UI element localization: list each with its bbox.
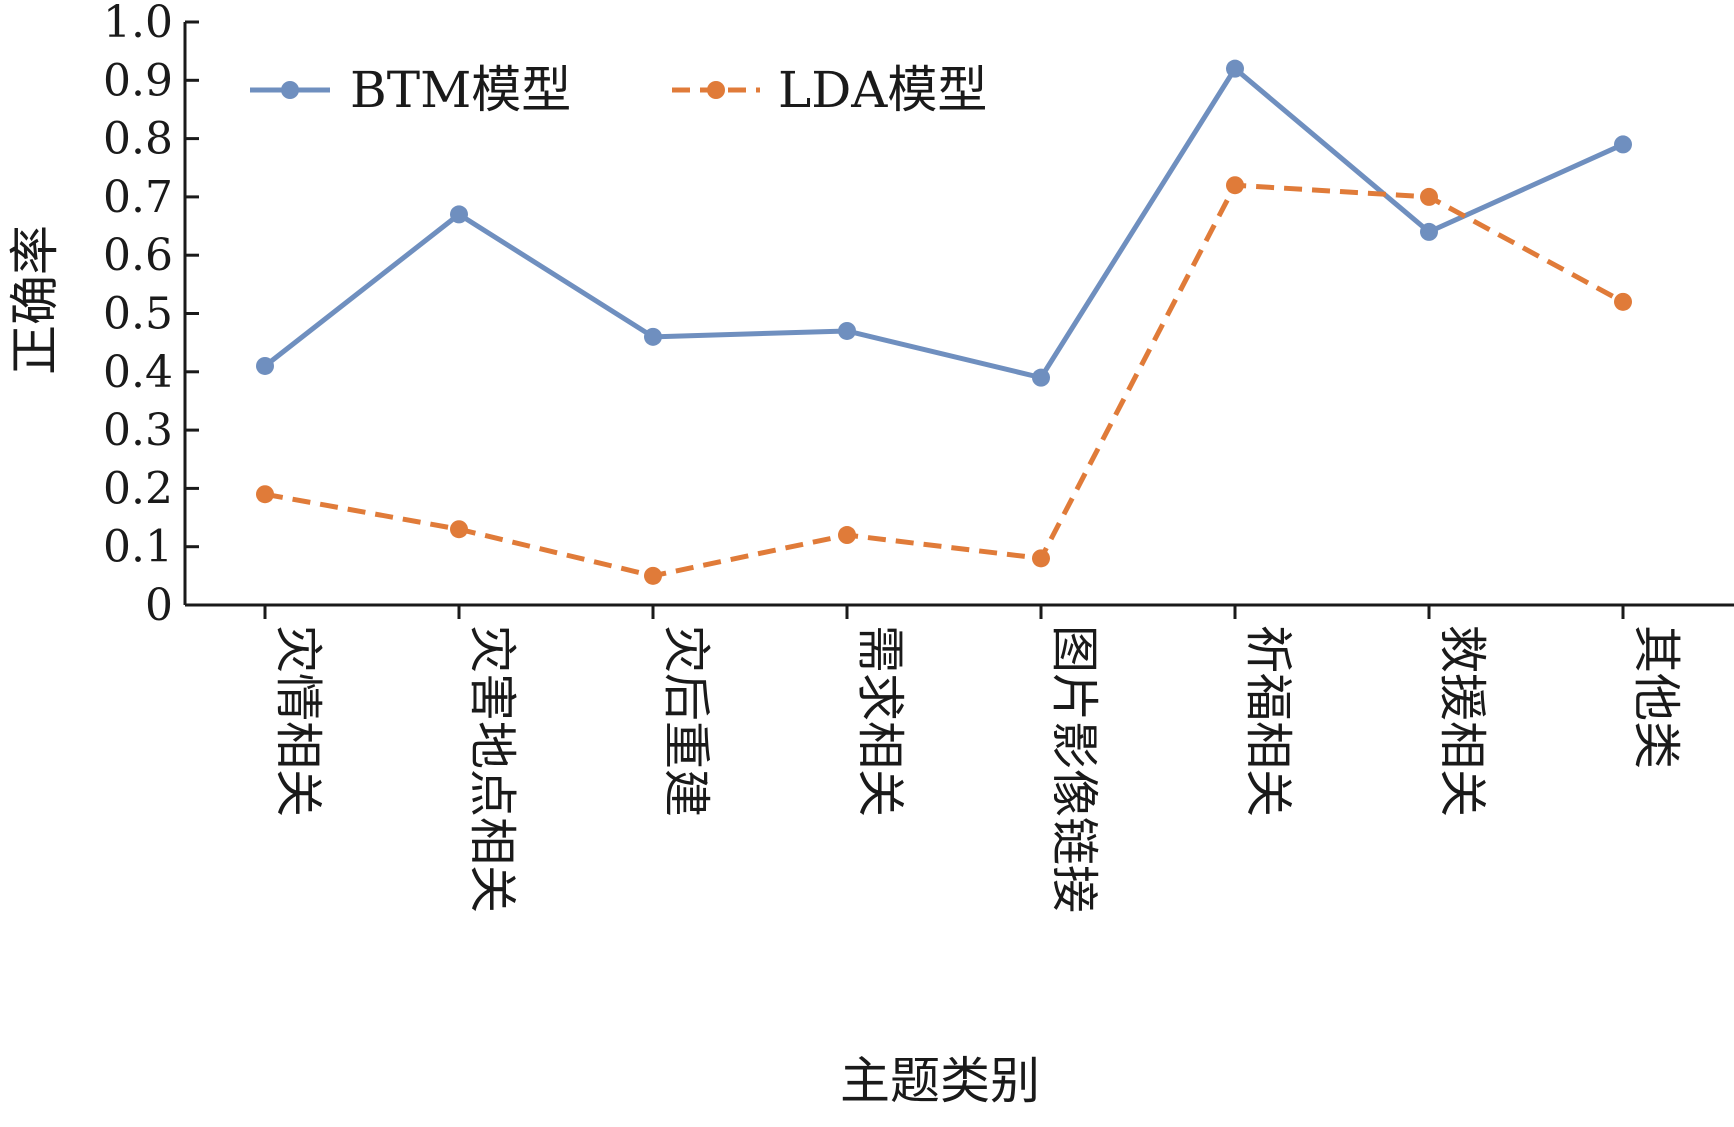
data-point <box>256 356 274 375</box>
data-point <box>838 526 856 545</box>
x-tick-label: 其他类 <box>1628 625 1684 769</box>
x-axis-title: 主题类别 <box>840 1052 1040 1110</box>
y-tick-label: 0 <box>145 580 173 631</box>
y-tick-label: 0.8 <box>103 114 173 165</box>
data-point <box>1420 187 1438 206</box>
series-group <box>256 59 1632 585</box>
data-point <box>644 566 662 585</box>
y-tick-label: 1.0 <box>103 0 173 48</box>
y-tick-label: 0.4 <box>103 347 173 398</box>
data-point <box>1614 292 1632 311</box>
legend-marker-1 <box>281 81 299 99</box>
y-tick-label: 0.5 <box>103 289 173 340</box>
x-tick-label: 祈福相关 <box>1240 625 1296 817</box>
x-tick-label: 需求相关 <box>852 625 908 817</box>
data-point <box>1226 176 1244 195</box>
y-axis-title: 正确率 <box>6 225 64 375</box>
x-tick-label: 灾情相关 <box>270 625 326 817</box>
y-tick-label: 0.2 <box>103 463 173 514</box>
legend: BTM模型 LDA模型 <box>250 61 987 119</box>
data-point <box>450 520 468 539</box>
y-tick-label: 0.1 <box>103 522 173 573</box>
x-tick-label: 灾害地点相关 <box>464 625 520 913</box>
data-point <box>1614 135 1632 154</box>
y-tick-label: 0.7 <box>103 172 173 223</box>
y-tick-label: 0.6 <box>103 230 173 281</box>
legend-label-2: LDA模型 <box>778 61 987 119</box>
series-line-2 <box>264 182 1625 579</box>
data-point <box>1420 222 1438 241</box>
x-tick-label: 救援相关 <box>1434 625 1490 817</box>
legend-marker-2 <box>707 81 725 99</box>
y-tick-label: 0.9 <box>103 55 173 106</box>
legend-label-1: BTM模型 <box>350 61 571 119</box>
series-line-1 <box>263 66 1625 381</box>
data-point <box>450 205 468 224</box>
data-point <box>1032 368 1050 387</box>
data-point <box>1032 549 1050 568</box>
axes: 0 0.1 0.2 0.3 0.4 0.5 0.6 0.7 0.8 0.9 1.0 灾情相关 灾害地点相… <box>103 0 1734 913</box>
y-tick-label: 0.3 <box>103 405 173 456</box>
x-tick-label: 图片影像链接 <box>1046 625 1102 913</box>
data-point <box>838 321 856 340</box>
data-point <box>256 485 274 504</box>
data-point <box>644 327 662 346</box>
data-point <box>1226 59 1244 78</box>
x-tick-label: 灾后重建 <box>658 625 714 817</box>
